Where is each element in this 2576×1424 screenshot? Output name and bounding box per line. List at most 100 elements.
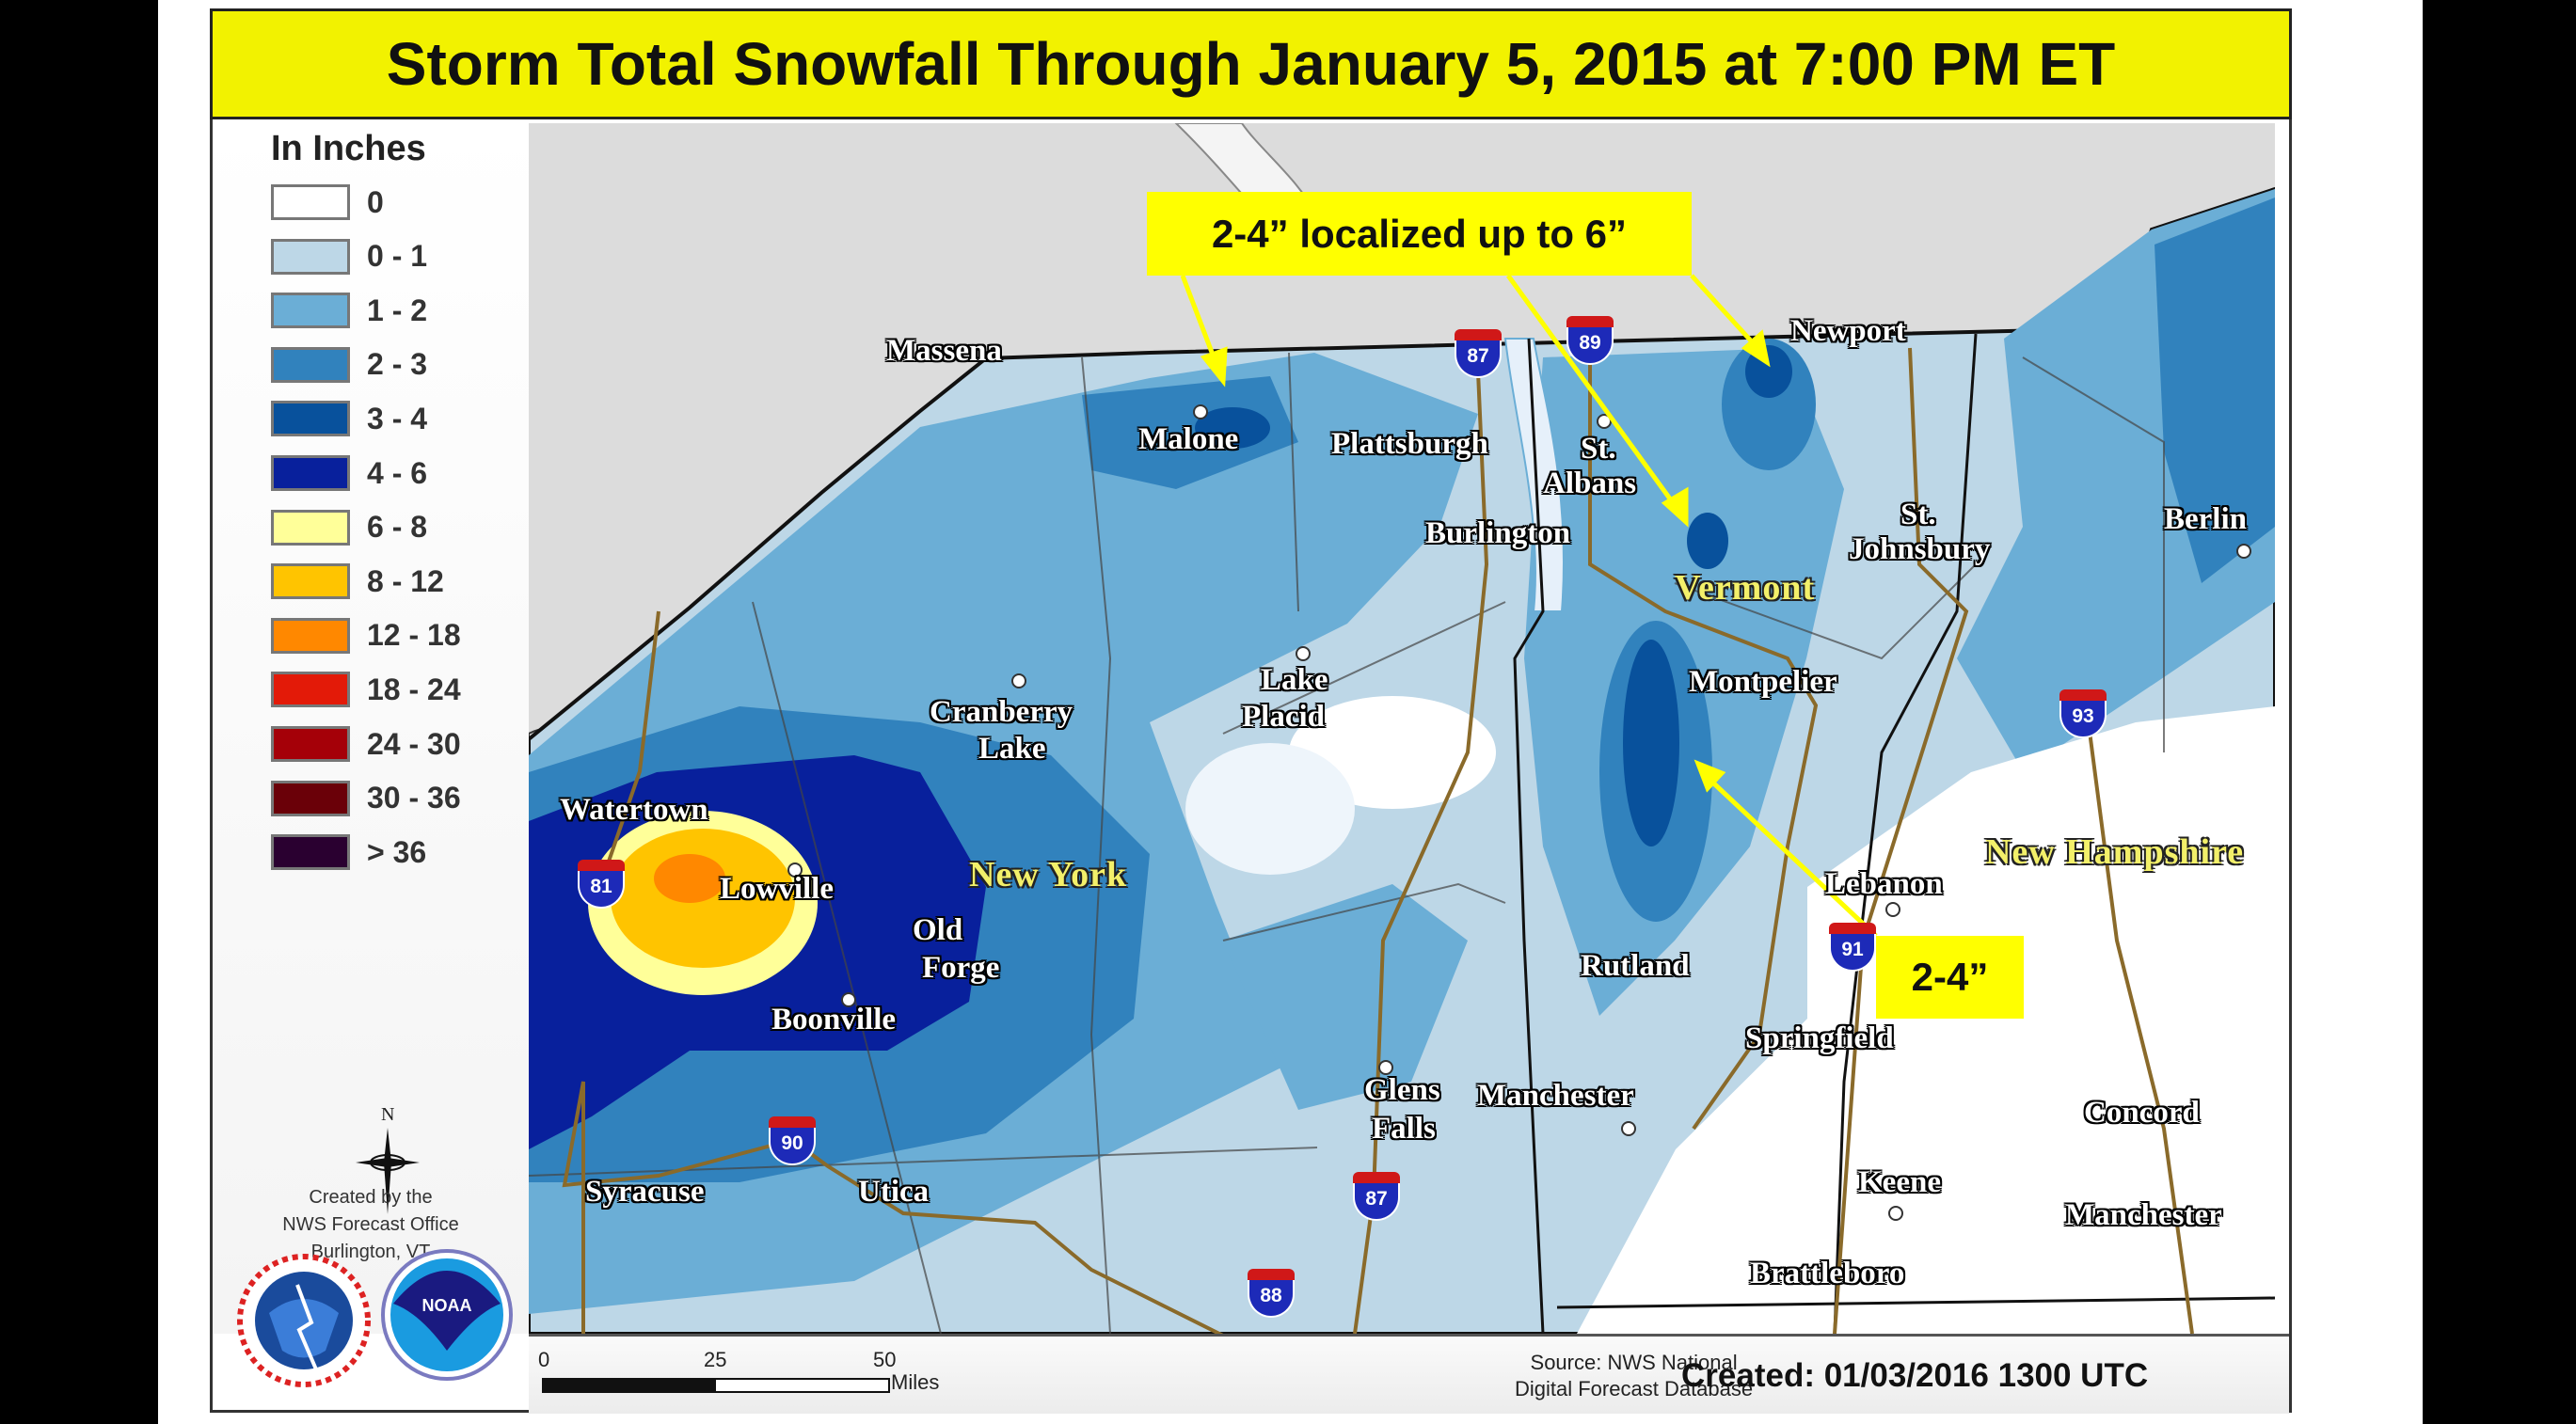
lake-champlain (1503, 338, 1565, 612)
city-label: Rutland (1581, 949, 1690, 983)
legend-swatch (271, 238, 350, 275)
city-label: St. (1900, 498, 1936, 531)
credits: Created by the NWS Forecast Office Burli… (213, 1184, 529, 1266)
map-title: Storm Total Snowfall Through January 5, … (210, 8, 2292, 119)
legend-title: In Inches (271, 129, 426, 168)
legend-item: 8 - 12 (271, 562, 444, 600)
legend-swatch (271, 346, 350, 383)
callout-northern-vermont: 2-4” localized up to 6” (1147, 192, 1692, 276)
city-label: Keene (1858, 1165, 1941, 1199)
legend-swatch (271, 672, 350, 708)
interstate-number: 91 (1829, 934, 1876, 972)
city-label: Old (913, 913, 963, 947)
city-label: Newport (1790, 314, 1906, 348)
legend-swatch (271, 834, 350, 871)
legend-swatch (271, 401, 350, 437)
agency-logos: NOAA (237, 1249, 513, 1387)
legend-item: 0 (271, 183, 384, 221)
legend-label: 3 - 4 (367, 401, 428, 435)
legend-item: 30 - 36 (271, 780, 461, 817)
legend-label: 4 - 6 (367, 455, 428, 490)
legend-item: 12 - 18 (271, 617, 461, 655)
interstate-shield-icon: 90 (769, 1116, 816, 1165)
city-label: Manchester (1477, 1079, 1634, 1113)
nws-logo-icon (237, 1254, 371, 1387)
created-timestamp: Created: 01/03/2016 1300 UTC (1681, 1357, 2149, 1394)
city-label: Placid (1242, 700, 1325, 734)
legend-item: 4 - 6 (271, 454, 427, 492)
legend-swatch (271, 455, 350, 491)
north-label: N (381, 1104, 394, 1125)
source-line: Digital Forecast Database (1515, 1377, 1754, 1400)
legend-item: 3 - 4 (271, 400, 427, 437)
scale-bar (542, 1378, 890, 1393)
city-label: Manchester (2065, 1198, 2222, 1232)
legend-panel: In Inches 0 0 - 1 1 - 2 2 - 3 3 - 4 4 - 6 6 - … (213, 123, 532, 1387)
legend-label: 0 - 1 (367, 239, 428, 274)
state-label: New Hampshire (1985, 832, 2245, 872)
interstate-number: 87 (1455, 340, 1502, 378)
legend-label: 0 (367, 184, 384, 219)
interstate-shield-icon: 93 (2059, 689, 2107, 738)
city-dots (787, 404, 2251, 1221)
legend-label: 6 - 8 (367, 510, 428, 545)
interstate-number: 87 (1353, 1183, 1400, 1221)
north-arrow-icon: N (356, 1104, 420, 1214)
city-label: Cranberry (930, 695, 1073, 729)
legend-item: 0 - 1 (271, 238, 427, 276)
city-label: Syracuse (585, 1175, 705, 1209)
callout-arrows (1180, 274, 1878, 938)
legend-swatch (271, 293, 350, 329)
legend-label: 1 - 2 (367, 293, 428, 327)
legend-label: 2 - 3 (367, 347, 428, 382)
state-label: New York (969, 855, 1128, 894)
interstate-number: 93 (2059, 701, 2107, 738)
city-label: Massena (886, 334, 1002, 368)
region-12-18 (654, 854, 725, 903)
city-label: Johnsbury (1849, 532, 1991, 566)
legend-swatch (271, 780, 350, 816)
city-label: Watertown (560, 793, 708, 827)
legend-item: 2 - 3 (271, 346, 427, 384)
legend-swatch (271, 184, 350, 220)
legend-swatch (271, 726, 350, 762)
city-label: Lebanon (1825, 867, 1943, 901)
legend-swatch (271, 563, 350, 600)
city-label: Lake (978, 732, 1046, 766)
city-label: Malone (1138, 422, 1239, 456)
interstate-number: 89 (1566, 327, 1614, 365)
city-label: Brattleboro (1750, 1257, 1905, 1290)
interstate-shield-icon: 87 (1353, 1172, 1400, 1221)
legend-item: 1 - 2 (271, 292, 427, 329)
county-lines (529, 352, 2165, 1334)
city-label: Berlin (2164, 502, 2247, 536)
scale-tick: 25 (704, 1348, 727, 1371)
interstate-shield-icon: 81 (578, 860, 625, 909)
city-label: Plattsburgh (1331, 427, 1488, 461)
city-label: Lake (1261, 663, 1328, 697)
source-text: Source: NWS National Digital Forecast Da… (1515, 1350, 1753, 1402)
legend-item: 18 - 24 (271, 671, 461, 708)
noaa-logo-icon: NOAA (381, 1249, 513, 1381)
scale-tick: 0 (538, 1348, 550, 1371)
scale-tick: 50 (873, 1348, 897, 1371)
interstate-shield-icon: 91 (1829, 923, 1876, 972)
state-borders (1513, 333, 2275, 1334)
legend-label: 24 - 30 (367, 726, 461, 761)
interstate-number: 88 (1248, 1280, 1295, 1318)
interstate-shield-icon: 87 (1455, 329, 1502, 378)
credits-line: Created by the (309, 1187, 433, 1208)
no-snow-region (1577, 706, 2275, 1334)
city-label: Concord (2084, 1096, 2200, 1130)
interstate-shield-icon: 89 (1566, 316, 1614, 365)
legend-label: 8 - 12 (367, 563, 444, 598)
city-label: Falls (1372, 1112, 1436, 1146)
city-label: St. (1581, 432, 1616, 466)
map-footer: 0 25 50 Miles Source: NWS National Digit… (529, 1334, 2289, 1414)
city-label: Lowville (720, 872, 834, 906)
legend-item: > 36 (271, 833, 426, 871)
city-label: Glens (1364, 1073, 1440, 1107)
source-line: Source: NWS National (1530, 1351, 1738, 1374)
credits-line: NWS Forecast Office (282, 1214, 459, 1235)
